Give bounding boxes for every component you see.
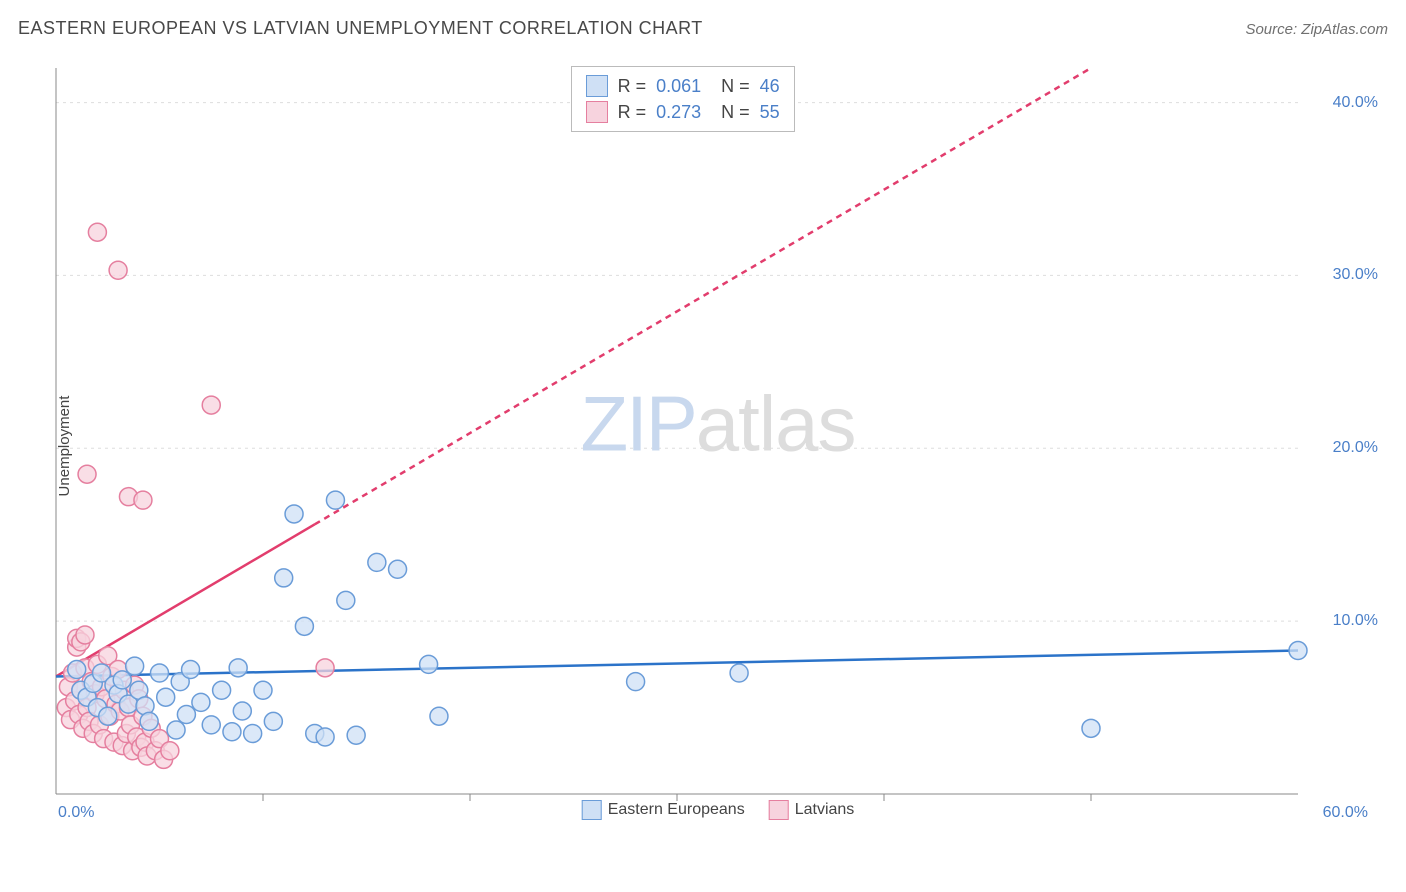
scatter-plot [48,60,1388,830]
chart-title: EASTERN EUROPEAN VS LATVIAN UNEMPLOYMENT… [18,18,703,39]
stats-swatch [586,75,608,97]
legend-swatch [769,800,789,820]
y-tick-label: 10.0% [1333,612,1378,630]
x-tick-label: 0.0% [58,804,94,822]
legend-swatch [582,800,602,820]
y-tick-label: 30.0% [1333,266,1378,284]
chart-header: EASTERN EUROPEAN VS LATVIAN UNEMPLOYMENT… [18,18,1388,39]
legend-bottom: Eastern Europeans Latvians [582,800,855,820]
correlation-stats-box: R =0.061 N =46R =0.273 N =55 [571,66,795,132]
stats-row: R =0.061 N =46 [586,73,780,99]
r-value: 0.061 [656,76,701,97]
chart-area: ZIPatlas 10.0%20.0%30.0%40.0% 0.0%60.0% … [48,60,1388,852]
y-tick-label: 20.0% [1333,439,1378,457]
legend-label: Eastern Europeans [608,801,745,818]
legend-item: Eastern Europeans [582,800,745,820]
legend-item: Latvians [769,800,855,820]
x-tick-label: 60.0% [1323,804,1368,822]
chart-source: Source: ZipAtlas.com [1245,21,1388,38]
n-value: 55 [760,102,780,123]
stats-row: R =0.273 N =55 [586,99,780,125]
legend-label: Latvians [795,801,855,818]
r-value: 0.273 [656,102,701,123]
stats-swatch [586,101,608,123]
y-tick-label: 40.0% [1333,94,1378,112]
n-value: 46 [760,76,780,97]
